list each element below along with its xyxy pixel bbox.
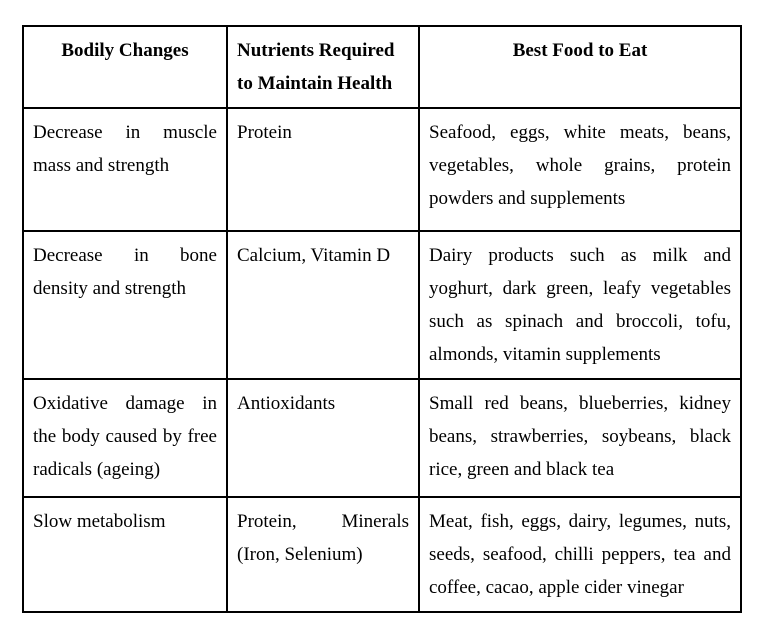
cell-nutrients: Calcium, Vitamin D [226, 230, 420, 380]
cell-best-food: Meat, fish, eggs, dairy, legumes, nuts, … [418, 496, 742, 613]
table-row: Decrease in muscle mass and strength Pro… [22, 107, 742, 232]
header-nutrients-required: Nutrients Required to Maintain Health [226, 25, 420, 109]
header-bodily-changes: Bodily Changes [22, 25, 228, 109]
cell-bodily-change: Oxidative damage in the body caused by f… [22, 378, 228, 498]
header-best-food-to-eat: Best Food to Eat [418, 25, 742, 109]
cell-bodily-change: Decrease in muscle mass and strength [22, 107, 228, 232]
cell-best-food: Dairy products such as milk and yoghurt,… [418, 230, 742, 380]
table-header-row: Bodily Changes Nutrients Required to Mai… [22, 25, 742, 109]
cell-nutrients: Protein [226, 107, 420, 232]
table-row: Oxidative damage in the body caused by f… [22, 378, 742, 498]
cell-bodily-change: Decrease in bone density and strength [22, 230, 228, 380]
cell-nutrients: Antioxidants [226, 378, 420, 498]
cell-best-food: Seafood, eggs, white meats, beans, veget… [418, 107, 742, 232]
cell-nutrients: Protein, Minerals (Iron, Selenium) [226, 496, 420, 613]
nutrition-table: Bodily Changes Nutrients Required to Mai… [22, 25, 742, 613]
table-row: Slow metabolism Protein, Minerals (Iron,… [22, 496, 742, 613]
table-row: Decrease in bone density and strength Ca… [22, 230, 742, 380]
cell-bodily-change: Slow metabolism [22, 496, 228, 613]
cell-best-food: Small red beans, blueberries, kidney bea… [418, 378, 742, 498]
